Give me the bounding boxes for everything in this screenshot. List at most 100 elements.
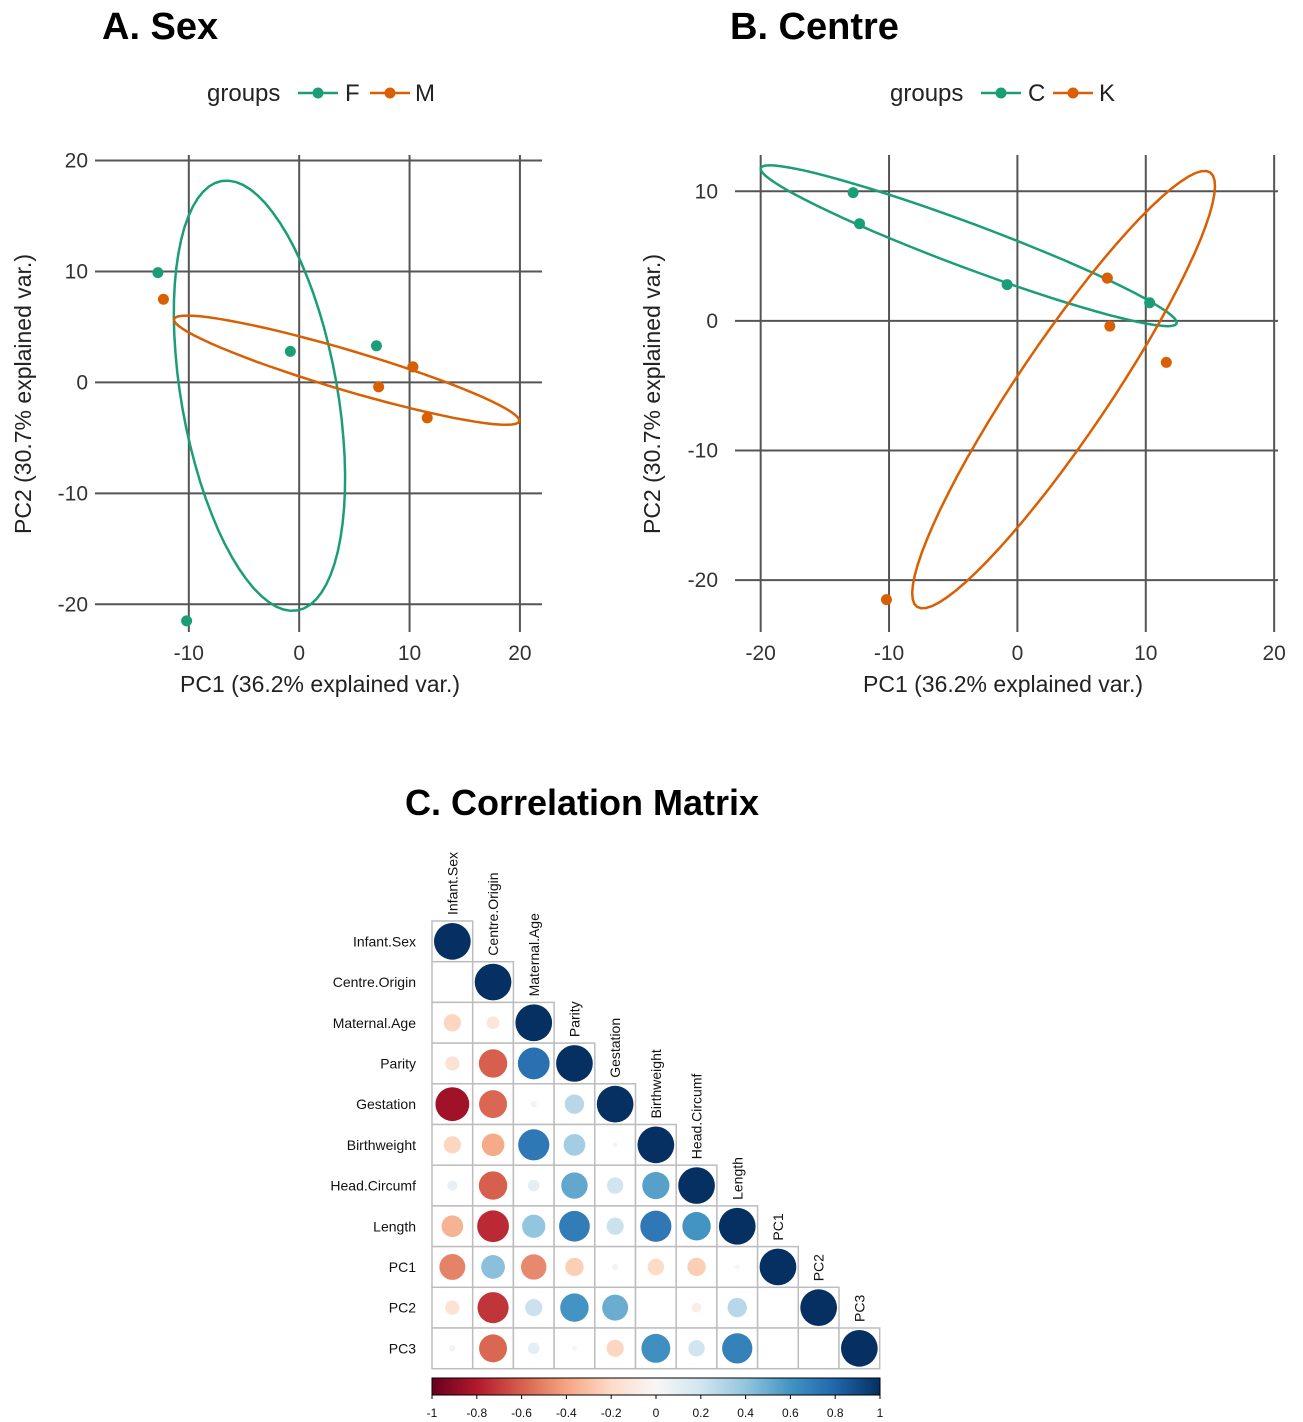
point-F — [152, 267, 164, 279]
point-M — [373, 381, 385, 393]
correlation-circle — [479, 1090, 508, 1119]
correlation-circle — [561, 1172, 588, 1199]
x-tick-label: 10 — [1134, 642, 1157, 665]
column-label: PC2 — [811, 1254, 827, 1281]
x-tick-label: 20 — [1262, 642, 1285, 665]
column-label: PC3 — [851, 1295, 867, 1322]
correlation-circle — [518, 1129, 550, 1161]
row-label: Parity — [380, 1055, 416, 1071]
correlation-circle — [443, 1014, 461, 1032]
point-K — [1104, 320, 1116, 332]
correlation-circle — [642, 1171, 670, 1200]
plot-b-y-axis-title: PC2 (30.7% explained var.) — [639, 254, 665, 534]
y-tick-label: 0 — [76, 371, 88, 394]
y-tick-label: -20 — [58, 593, 88, 616]
plot-b: -20 -10 0 10 -20 -10 0 10 20 — [688, 155, 1286, 665]
correlation-circle — [527, 1179, 540, 1192]
matrix-cell — [756, 1327, 800, 1370]
x-tick-label: 10 — [398, 642, 421, 665]
correlation-circle — [606, 1339, 624, 1357]
correlation-circle — [477, 1292, 509, 1324]
colorbar-tick-label: -0.6 — [511, 1406, 532, 1420]
point-M — [407, 361, 419, 373]
column-label: Birthweight — [648, 1049, 664, 1118]
point-F — [370, 340, 382, 352]
plot-a-y-axis-title: PC2 (30.7% explained var.) — [10, 254, 36, 534]
colorbar-tick-label: 0 — [653, 1406, 660, 1420]
correlation-circle — [517, 1047, 550, 1080]
legend-b-key-k-dot — [1067, 87, 1079, 99]
correlation-circle — [443, 1136, 461, 1154]
correlation-circle — [647, 1258, 665, 1276]
correlation-circle — [449, 1345, 456, 1352]
ellipse-M — [172, 314, 521, 427]
colorbar-ticks: -1 -0.8 -0.6 -0.4 -0.2 0 0.2 0.4 0.6 0.8 1 — [427, 1395, 884, 1420]
ellipse-F — [172, 179, 347, 613]
x-tick-label: -10 — [174, 642, 204, 665]
matrix-cell — [797, 1327, 840, 1370]
correlation-circle — [527, 1342, 540, 1355]
row-label: PC1 — [389, 1259, 416, 1275]
column-label: Length — [729, 1157, 745, 1200]
plot-a-x-axis-title: PC1 (36.2% explained var.) — [180, 671, 460, 697]
point-K — [1101, 272, 1113, 284]
correlation-circle — [556, 1045, 593, 1082]
legend-b-title: groups — [890, 80, 963, 107]
legend-a-label-f: F — [345, 80, 360, 107]
plot-b-x-axis-title: PC1 (36.2% explained var.) — [863, 671, 1143, 697]
correlation-circle — [640, 1210, 672, 1242]
colorbar-tick-label: -0.2 — [601, 1406, 622, 1420]
x-tick-label: 0 — [1012, 642, 1024, 665]
correlation-circle — [734, 1264, 740, 1270]
legend-a: groups F M — [207, 80, 435, 107]
legend-a-key-m-dot — [384, 87, 396, 99]
correlation-circle — [727, 1297, 747, 1318]
correlation-circle — [478, 1049, 508, 1078]
x-tick-label: 0 — [293, 642, 305, 665]
correlation-circle — [478, 1171, 508, 1200]
correlation-circle — [564, 1094, 585, 1114]
panel-a-title: A. Sex — [102, 6, 218, 48]
point-C — [1144, 297, 1156, 309]
correlation-circle — [841, 1330, 878, 1367]
correlation-circle — [606, 1217, 624, 1235]
correlation-circle — [481, 1255, 505, 1279]
point-M — [421, 412, 433, 424]
correlation-circle — [800, 1289, 838, 1326]
correlation-circle — [596, 1085, 634, 1123]
point-C — [1001, 279, 1013, 291]
colorbar-tick-label: 0.4 — [737, 1406, 754, 1420]
correlation-circle — [687, 1257, 706, 1277]
row-label: Gestation — [356, 1096, 416, 1112]
y-tick-label: 10 — [695, 180, 718, 203]
correlation-circle — [439, 1253, 466, 1280]
colorbar — [431, 1377, 881, 1396]
correlation-circle — [435, 1087, 470, 1122]
colorbar-tick-label: 0.2 — [692, 1406, 709, 1420]
correlation-circle — [447, 1180, 458, 1191]
correlation-circle — [611, 1263, 619, 1271]
correlation-circle — [481, 1133, 505, 1157]
point-M — [157, 293, 169, 305]
ellipse-K — [910, 169, 1217, 610]
colorbar-tick-label: 1 — [877, 1406, 884, 1420]
correlation-circle — [525, 1299, 543, 1317]
column-label: Maternal.Age — [526, 913, 542, 996]
y-tick-label: 0 — [706, 310, 718, 333]
y-tick-label: -20 — [688, 569, 718, 592]
correlation-circle — [612, 1142, 618, 1148]
legend-b: groups C K — [890, 80, 1115, 107]
correlation-circle — [445, 1300, 460, 1315]
matrix-cell — [756, 1286, 800, 1329]
legend-a-key-f-dot — [312, 87, 324, 99]
colorbar-tick-label: 0.8 — [827, 1406, 844, 1420]
correlation-circle — [571, 1345, 578, 1351]
legend-b-label-k: K — [1099, 80, 1115, 107]
colorbar-tick-label: -0.4 — [556, 1406, 577, 1420]
row-label: PC3 — [389, 1340, 416, 1356]
correlation-circle — [445, 1056, 460, 1071]
y-tick-label: 10 — [65, 260, 88, 283]
matrix-cell — [634, 1286, 677, 1329]
point-C — [847, 187, 859, 199]
